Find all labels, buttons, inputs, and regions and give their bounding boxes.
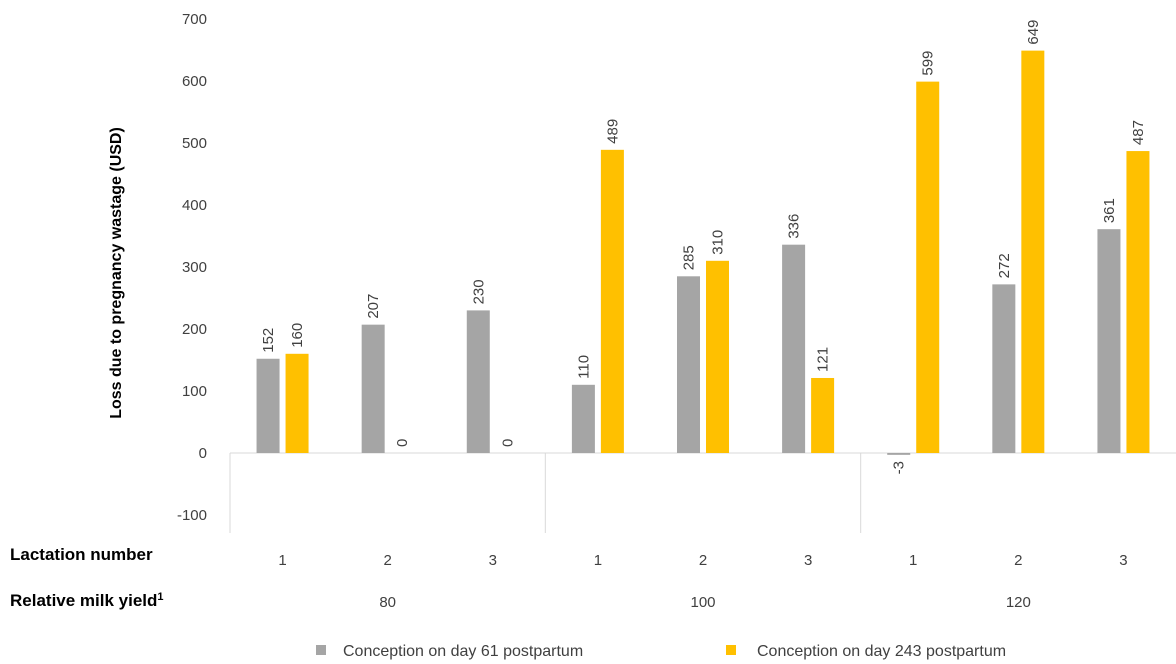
lactation-number-label: 2 <box>699 552 707 569</box>
relative-milk-yield-header: Relative milk yield1 <box>10 591 164 610</box>
data-label: 207 <box>365 294 382 319</box>
bar-day61 <box>1097 229 1121 453</box>
relative-milk-yield-text: Relative milk yield <box>10 591 157 610</box>
bar-day61 <box>466 310 490 453</box>
lactation-number-label: 2 <box>383 552 391 569</box>
bar-day243 <box>811 377 835 453</box>
x-group-labels: 80 100 120 <box>379 594 1031 611</box>
milk-yield-group-label: 80 <box>379 594 396 611</box>
bar-day61 <box>571 384 595 453</box>
y-axis-label: Loss due to pregnancy wastage (USD) <box>108 127 125 419</box>
y-tick-label: 700 <box>182 11 207 28</box>
data-label: 152 <box>260 328 277 353</box>
legend-label-day61: Conception on day 61 postpartum <box>343 643 583 660</box>
lactation-number-label: 3 <box>1119 552 1127 569</box>
lactation-number-label: 3 <box>489 552 497 569</box>
data-label: 487 <box>1130 120 1147 145</box>
lactation-number-label: 2 <box>1014 552 1022 569</box>
y-tick-label: 100 <box>182 383 207 400</box>
data-label: 110 <box>575 355 592 379</box>
lactation-number-label: 3 <box>804 552 812 569</box>
bar-day243 <box>1021 50 1045 454</box>
milk-yield-group-label: 120 <box>1006 594 1031 611</box>
data-label: 272 <box>996 253 1013 278</box>
bar-day243 <box>285 353 309 453</box>
bar-day243 <box>706 260 729 453</box>
bar-day61 <box>256 358 280 453</box>
data-label: 0 <box>499 439 516 447</box>
bars <box>256 50 1150 455</box>
lactation-number-header: Lactation number <box>10 545 153 564</box>
legend-swatch-day243 <box>726 645 736 655</box>
y-tick-label: 600 <box>182 73 207 90</box>
bar-day61 <box>782 244 806 453</box>
legend: Conception on day 61 postpartum Concepti… <box>316 643 1006 660</box>
y-tick-label: 0 <box>199 445 207 462</box>
y-tick-label: -100 <box>177 507 207 524</box>
bar-day243 <box>916 81 940 454</box>
bar-day243 <box>600 149 624 453</box>
data-label: 649 <box>1025 20 1042 45</box>
data-label: 489 <box>604 119 621 144</box>
x-category-labels: 1 2 3 1 2 3 1 2 3 <box>278 552 1127 569</box>
relative-milk-yield-superscript: 1 <box>157 591 163 603</box>
y-tick-label: 200 <box>182 321 207 338</box>
data-label: 121 <box>815 347 832 372</box>
data-label: 160 <box>289 323 306 348</box>
data-label: -3 <box>891 461 908 474</box>
legend-label-day243: Conception on day 243 postpartum <box>757 643 1006 660</box>
y-tick-label: 500 <box>182 135 207 152</box>
bar-day61 <box>677 276 700 453</box>
lactation-number-label: 1 <box>278 552 286 569</box>
bar-day61 <box>361 324 385 453</box>
data-label: 310 <box>710 230 727 255</box>
data-labels: 152 160 207 0 230 0 110 489 285 310 336 121 -3 599 272… <box>260 20 1147 475</box>
data-label: 361 <box>1101 198 1118 223</box>
legend-swatch-day61 <box>316 645 326 655</box>
data-label: 230 <box>470 279 487 304</box>
y-tick-label: 300 <box>182 259 207 276</box>
data-label: 599 <box>920 51 937 76</box>
lactation-number-label: 1 <box>909 552 917 569</box>
y-axis-ticks: -100 0 100 200 300 400 500 600 700 <box>177 11 207 524</box>
data-label: 336 <box>786 214 803 239</box>
data-label: 285 <box>681 245 698 270</box>
axis-lines <box>229 452 1176 533</box>
lactation-number-label: 1 <box>594 552 602 569</box>
data-label: 0 <box>394 439 411 447</box>
y-tick-label: 400 <box>182 197 207 214</box>
bar-day61 <box>887 453 911 455</box>
bar-day61 <box>992 284 1016 453</box>
milk-yield-group-label: 100 <box>690 594 715 611</box>
bar-day243 <box>1126 151 1150 453</box>
